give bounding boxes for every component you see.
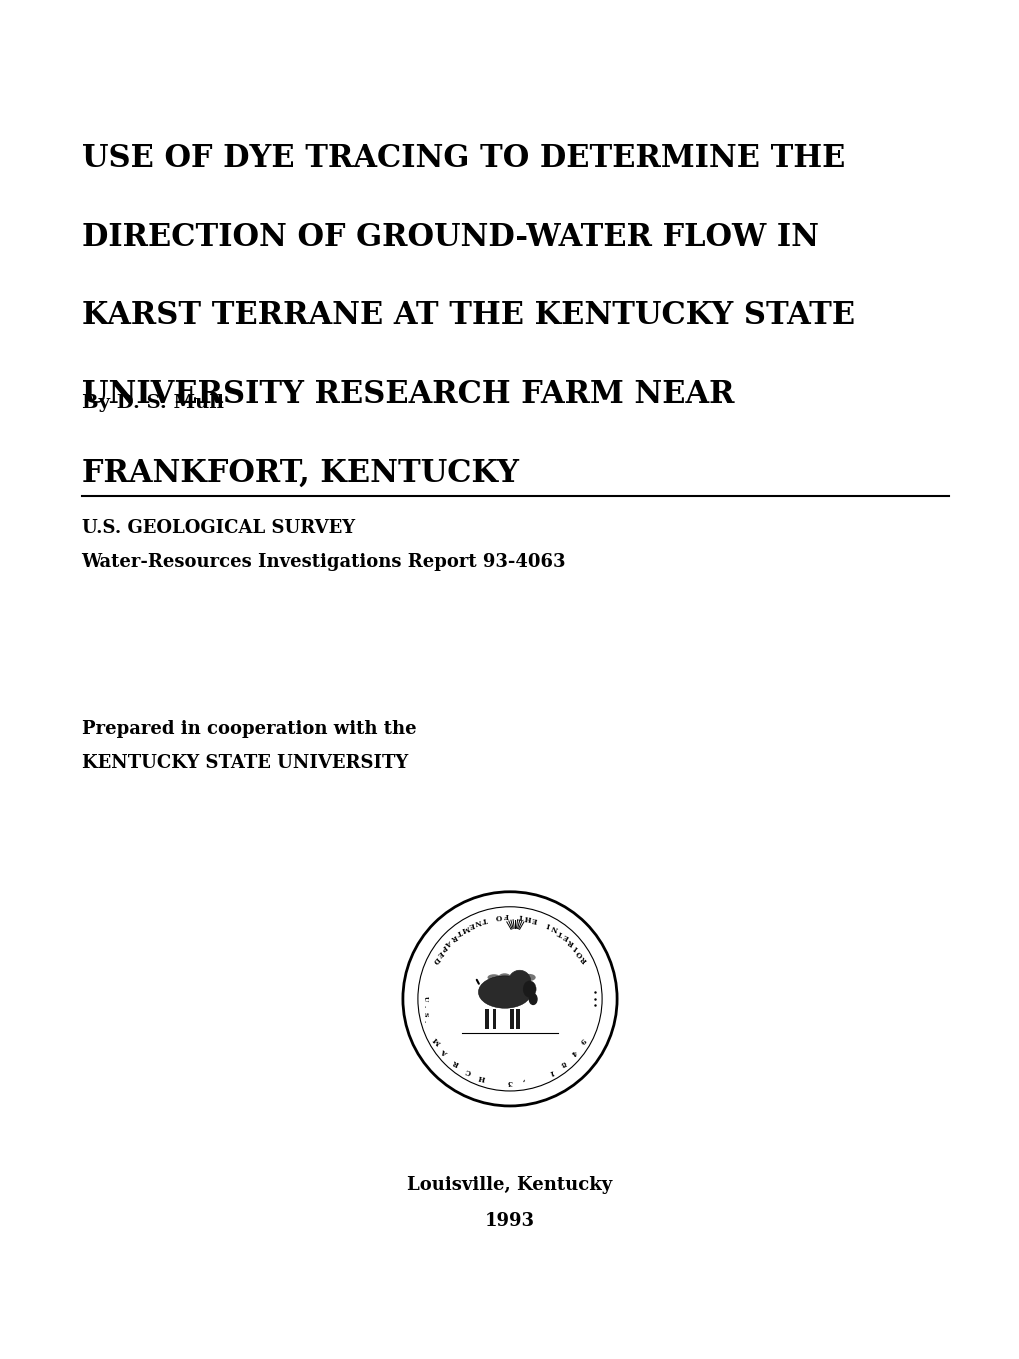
Text: T: T (455, 928, 463, 938)
Text: By D. S. Mull: By D. S. Mull (82, 394, 223, 412)
Text: .: . (423, 1021, 428, 1022)
Ellipse shape (507, 970, 530, 992)
Text: N: N (474, 917, 482, 927)
Text: O: O (575, 949, 585, 958)
Bar (485, 1008, 488, 1029)
Ellipse shape (487, 974, 500, 981)
Text: R: R (578, 955, 588, 965)
Text: E: E (561, 932, 570, 942)
Text: A: A (444, 938, 452, 947)
Text: .: . (423, 1006, 428, 1007)
Text: UNIVERSITY RESEARCH FARM NEAR: UNIVERSITY RESEARCH FARM NEAR (82, 379, 734, 410)
Ellipse shape (478, 976, 531, 1008)
Text: I: I (545, 920, 550, 930)
Ellipse shape (512, 974, 525, 980)
Text: 9: 9 (577, 1036, 586, 1045)
Text: 1993: 1993 (484, 1212, 535, 1230)
Text: P: P (439, 943, 448, 953)
Text: R: R (449, 932, 458, 942)
Text: R: R (451, 1057, 461, 1068)
Text: USE OF DYE TRACING TO DETERMINE THE: USE OF DYE TRACING TO DETERMINE THE (82, 143, 844, 174)
Text: A: A (441, 1048, 450, 1057)
Text: KARST TERRANE AT THE KENTUCKY STATE: KARST TERRANE AT THE KENTUCKY STATE (82, 300, 854, 332)
Text: ,: , (523, 1078, 526, 1086)
Text: Prepared in cooperation with the: Prepared in cooperation with the (82, 720, 416, 738)
Text: F: F (503, 912, 508, 920)
Text: S: S (423, 1011, 428, 1017)
Text: T: T (518, 912, 524, 920)
Text: 1: 1 (547, 1067, 555, 1076)
Text: T: T (481, 915, 488, 924)
Text: E: E (468, 920, 475, 930)
Text: H: H (524, 913, 531, 921)
Ellipse shape (497, 973, 511, 981)
Text: E: E (531, 915, 538, 924)
Ellipse shape (529, 993, 536, 1004)
Text: E: E (435, 949, 444, 958)
Bar (510, 1008, 514, 1029)
Bar (492, 1008, 495, 1029)
Text: 3: 3 (506, 1079, 513, 1086)
Text: KENTUCKY STATE UNIVERSITY: KENTUCKY STATE UNIVERSITY (82, 754, 408, 772)
Text: U: U (423, 996, 428, 1002)
Text: R: R (566, 938, 576, 947)
Bar (516, 1008, 519, 1029)
Text: C: C (464, 1067, 472, 1076)
Text: 8: 8 (559, 1059, 568, 1068)
Ellipse shape (523, 974, 535, 981)
Text: N: N (549, 923, 558, 934)
Text: H: H (477, 1072, 485, 1082)
Text: FRANKFORT, KENTUCKY: FRANKFORT, KENTUCKY (82, 458, 518, 489)
Ellipse shape (523, 981, 536, 998)
Text: U.S. GEOLOGICAL SURVEY: U.S. GEOLOGICAL SURVEY (82, 519, 355, 537)
Text: I: I (572, 943, 579, 951)
Text: Water-Resources Investigations Report 93-4063: Water-Resources Investigations Report 93… (82, 553, 566, 571)
Text: DIRECTION OF GROUND-WATER FLOW IN: DIRECTION OF GROUND-WATER FLOW IN (82, 222, 818, 253)
Text: O: O (495, 912, 502, 920)
Text: M: M (432, 1036, 443, 1046)
Text: T: T (556, 928, 564, 938)
Text: D: D (431, 954, 441, 965)
Text: Louisville, Kentucky: Louisville, Kentucky (407, 1176, 612, 1193)
Text: 4: 4 (569, 1048, 578, 1057)
Text: M: M (460, 923, 470, 934)
